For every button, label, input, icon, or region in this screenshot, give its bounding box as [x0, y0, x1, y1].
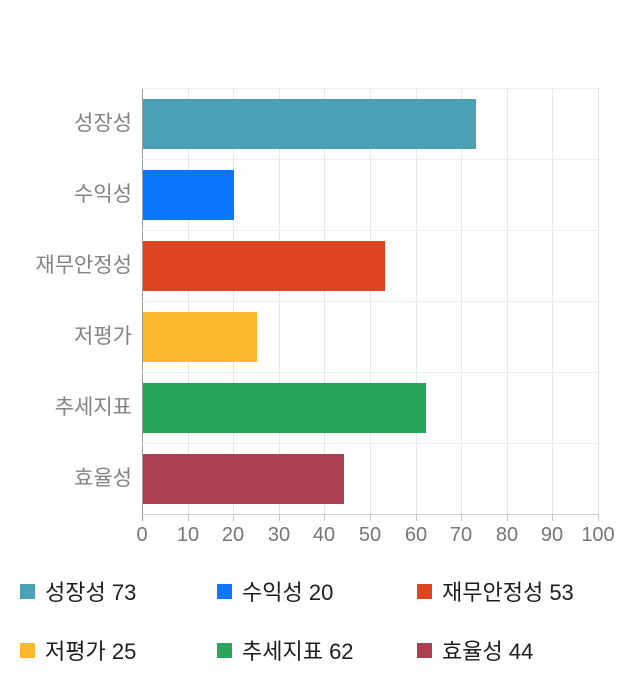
gridline [598, 88, 599, 514]
legend-label: 저평가 25 [45, 639, 137, 664]
legend-swatch [417, 583, 432, 599]
legend-label: 재무안정성 53 [442, 580, 574, 605]
legend-item: 수익성 20 [217, 578, 334, 605]
row-separator [142, 230, 598, 231]
category-label: 수익성 [74, 183, 132, 206]
x-tick-label: 50 [358, 524, 382, 546]
legend-swatch [20, 642, 35, 658]
x-axis-tick [279, 514, 280, 521]
x-tick-label: 60 [404, 524, 428, 546]
x-axis-tick [233, 514, 234, 521]
bar-수익성[interactable] [143, 170, 234, 220]
x-tick-label: 30 [267, 524, 291, 546]
x-axis-baseline [142, 514, 598, 515]
row-separator [142, 443, 598, 444]
category-label: 성장성 [74, 112, 132, 135]
legend-swatch [20, 583, 35, 599]
legend-label: 수익성 20 [242, 580, 334, 605]
legend-item: 추세지표 62 [217, 637, 354, 664]
legend-label: 추세지표 62 [242, 639, 354, 664]
bar-저평가[interactable] [143, 312, 257, 362]
x-tick-label: 10 [176, 524, 200, 546]
legend-item: 저평가 25 [20, 637, 137, 664]
category-label: 효율성 [74, 467, 132, 490]
legend-item: 효율성 44 [417, 637, 534, 664]
bar-성장성[interactable] [143, 99, 476, 149]
x-tick-label: 90 [540, 524, 564, 546]
x-axis-tick [142, 514, 143, 521]
x-tick-label: 40 [312, 524, 336, 546]
x-tick-label: 80 [495, 524, 519, 546]
bar-효율성[interactable] [143, 454, 344, 504]
bar-재무안정성[interactable] [143, 241, 385, 291]
legend-swatch [217, 583, 232, 599]
x-axis-tick [324, 514, 325, 521]
legend-swatch [417, 642, 432, 658]
category-label: 저평가 [74, 325, 132, 348]
legend-label: 성장성 73 [45, 580, 137, 605]
bar-추세지표[interactable] [143, 383, 426, 433]
category-label: 재무안정성 [35, 254, 132, 277]
x-tick-label: 100 [581, 524, 615, 546]
x-tick-label: 0 [136, 524, 148, 546]
legend-item: 성장성 73 [20, 578, 137, 605]
row-separator [142, 301, 598, 302]
x-axis-tick [188, 514, 189, 521]
row-separator [142, 159, 598, 160]
legend-item: 재무안정성 53 [417, 578, 574, 605]
x-axis-tick [461, 514, 462, 521]
legend-label: 효율성 44 [442, 639, 534, 664]
x-tick-label: 70 [449, 524, 473, 546]
row-separator [142, 372, 598, 373]
x-axis-tick [416, 514, 417, 521]
x-axis-tick [370, 514, 371, 521]
legend-swatch [217, 642, 232, 658]
row-separator [142, 88, 598, 89]
category-label: 추세지표 [54, 396, 132, 419]
x-axis-tick [507, 514, 508, 521]
x-tick-label: 20 [221, 524, 245, 546]
x-axis-tick [598, 514, 599, 521]
x-axis-tick [552, 514, 553, 521]
